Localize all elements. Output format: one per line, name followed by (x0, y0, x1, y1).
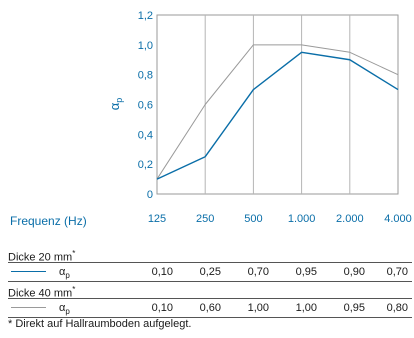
y-tick-label: 0 (147, 189, 153, 201)
y-tick-label: 0,6 (138, 100, 153, 112)
value-cell: 0,95 (343, 302, 365, 314)
value-cell: 0,95 (295, 266, 317, 278)
y-tick-label: 0,4 (138, 129, 153, 141)
data-table: Dicke 20 mm* αp 0,10 0,25 0,70 0,95 0,90… (8, 246, 412, 318)
value-cell: 0,80 (386, 302, 408, 314)
x-tick-labels: 125 250 500 1.000 2.000 4.000 (148, 213, 412, 225)
grid-lines (204, 15, 351, 194)
value-cell: 0,60 (199, 302, 221, 314)
absorption-chart: 0 0,2 0,4 0,6 0,8 1,0 1,2 125 250 500 1.000 2.000 4… (107, 10, 412, 225)
series-lines (156, 44, 399, 180)
legend-swatch-20mm (11, 271, 46, 272)
y-tick-labels: 0 0,2 0,4 0,6 0,8 1,0 1,2 (138, 10, 153, 201)
table-row: αp 0,10 0,25 0,70 0,95 0,90 0,70 (8, 262, 412, 282)
series-line-20mm (156, 51, 399, 180)
value-cell: 0,10 (151, 266, 173, 278)
y-tick-label: 1,0 (138, 40, 153, 52)
x-tick-label: 1.000 (288, 213, 316, 225)
series-line-40mm (156, 44, 399, 180)
value-cell: 0,90 (343, 266, 365, 278)
y-tick-label: 1,2 (138, 10, 153, 22)
y-axis-label: αp (107, 98, 124, 111)
y-tick-label: 0,8 (138, 70, 153, 82)
value-cell: 0,70 (247, 266, 269, 278)
section-title-20mm: Dicke 20 mm* (8, 249, 76, 264)
row-label: αp (59, 266, 70, 281)
legend-swatch-40mm (11, 307, 46, 308)
value-cell: 0,10 (151, 302, 173, 314)
table-row: αp 0,10 0,60 1,00 1,00 0,95 0,80 (8, 298, 412, 318)
value-cell: 1,00 (247, 302, 269, 314)
x-tick-label: 250 (196, 213, 214, 225)
footnote: * Direkt auf Hallraumboden aufgelegt. (8, 318, 192, 330)
x-tick-label: 500 (244, 213, 262, 225)
x-tick-label: 125 (148, 213, 166, 225)
x-tick-label: 2.000 (336, 213, 364, 225)
row-label: αp (59, 302, 70, 317)
x-tick-label: 4.000 (384, 213, 412, 225)
x-axis-title: Frequenz (Hz) (10, 214, 87, 228)
section-title-40mm: Dicke 40 mm* (8, 285, 76, 300)
value-cell: 1,00 (295, 302, 317, 314)
value-cell: 0,70 (386, 266, 408, 278)
y-tick-label: 0,2 (138, 159, 153, 171)
value-cell: 0,25 (199, 266, 221, 278)
plot-frame (156, 14, 399, 195)
